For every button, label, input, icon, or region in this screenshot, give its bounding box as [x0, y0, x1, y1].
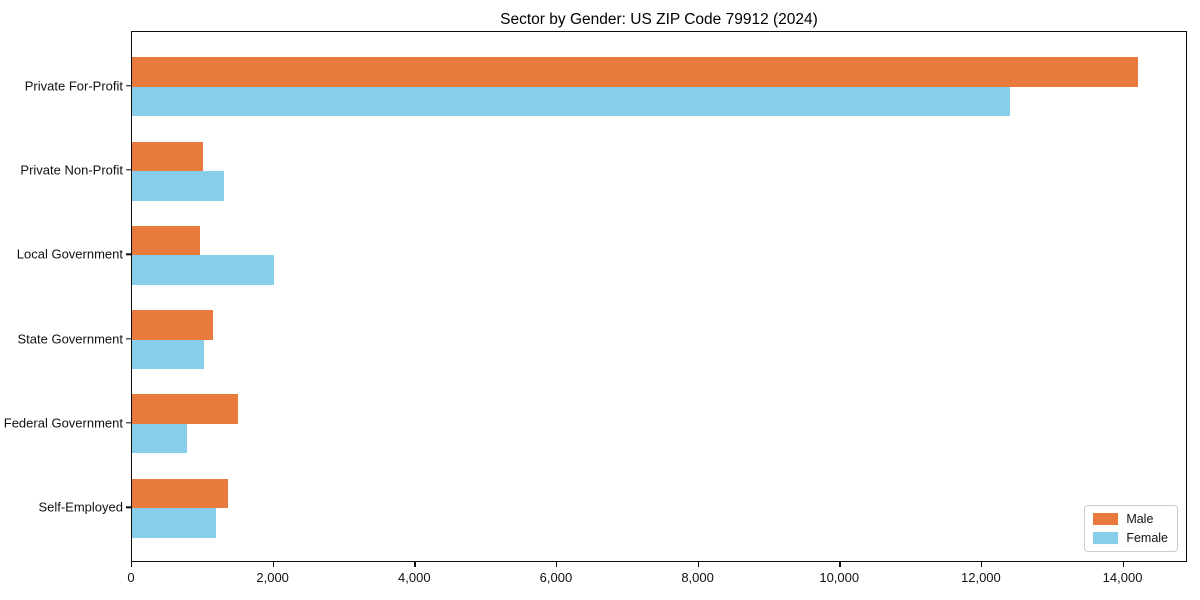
bar-male-private-non-profit [132, 141, 203, 172]
x-tick-label-2000: 2,000 [256, 570, 289, 585]
bar-male-private-for-profit [132, 57, 1138, 87]
x-tick-label-14000: 14,000 [1102, 570, 1143, 585]
x-tick-label-10000: 10,000 [819, 570, 860, 585]
legend-item-male: Male [1093, 512, 1168, 526]
x-tick-label-0: 0 [127, 570, 135, 585]
x-tick-mark-8000 [697, 562, 699, 567]
x-tick-mark-2000 [272, 562, 275, 567]
plot-area: Male Female [131, 31, 1187, 562]
y-tick-mark-federal-government [126, 422, 131, 424]
bar-male-state-government [132, 310, 214, 340]
legend-label-female: Female [1126, 531, 1168, 545]
bar-female-private-for-profit [132, 86, 1011, 117]
y-tick-mark-local-government [126, 253, 131, 256]
x-tick-mark-6000 [555, 562, 558, 567]
y-tick-label-federal-government: Federal Government [3, 415, 123, 431]
legend-label-male: Male [1126, 512, 1154, 526]
female-series-swatch [1093, 532, 1119, 544]
y-tick-label-private-for-profit: Private For-Profit [24, 78, 123, 94]
x-tick-label-4000: 4,000 [398, 570, 431, 585]
y-tick-mark-self-employed [126, 506, 131, 508]
bar-female-private-non-profit [132, 171, 225, 201]
x-tick-mark-0 [131, 562, 133, 567]
bar-male-federal-government [132, 394, 239, 424]
bar-female-state-government [132, 339, 204, 370]
x-tick-label-12000: 12,000 [961, 570, 1001, 585]
legend-item-female: Female [1093, 531, 1168, 545]
legend: Male Female [1084, 505, 1178, 552]
x-tick-mark-12000 [980, 562, 983, 567]
y-tick-label-self-employed: Self-Employed [38, 499, 123, 515]
male-series-swatch [1093, 513, 1119, 525]
y-tick-label-private-non-profit: Private Non-Profit [20, 162, 123, 178]
y-tick-mark-private-for-profit [126, 85, 131, 87]
bar-female-self-employed [132, 508, 216, 538]
x-tick-mark-10000 [839, 562, 841, 567]
y-tick-mark-private-non-profit [126, 169, 131, 171]
x-tick-mark-4000 [414, 562, 416, 567]
bar-male-self-employed [132, 478, 229, 509]
bar-female-federal-government [132, 423, 188, 454]
bar-male-local-government [132, 225, 200, 256]
x-tick-label-8000: 8,000 [681, 570, 714, 585]
y-tick-label-local-government: Local Government [16, 246, 123, 262]
chart-title: Sector by Gender: US ZIP Code 79912 (202… [500, 11, 818, 28]
x-tick-mark-14000 [1122, 562, 1124, 567]
y-tick-mark-state-government [126, 337, 131, 340]
bar-female-local-government [132, 255, 274, 285]
x-tick-label-6000: 6,000 [539, 570, 573, 585]
y-tick-label-state-government: State Government [17, 331, 124, 347]
